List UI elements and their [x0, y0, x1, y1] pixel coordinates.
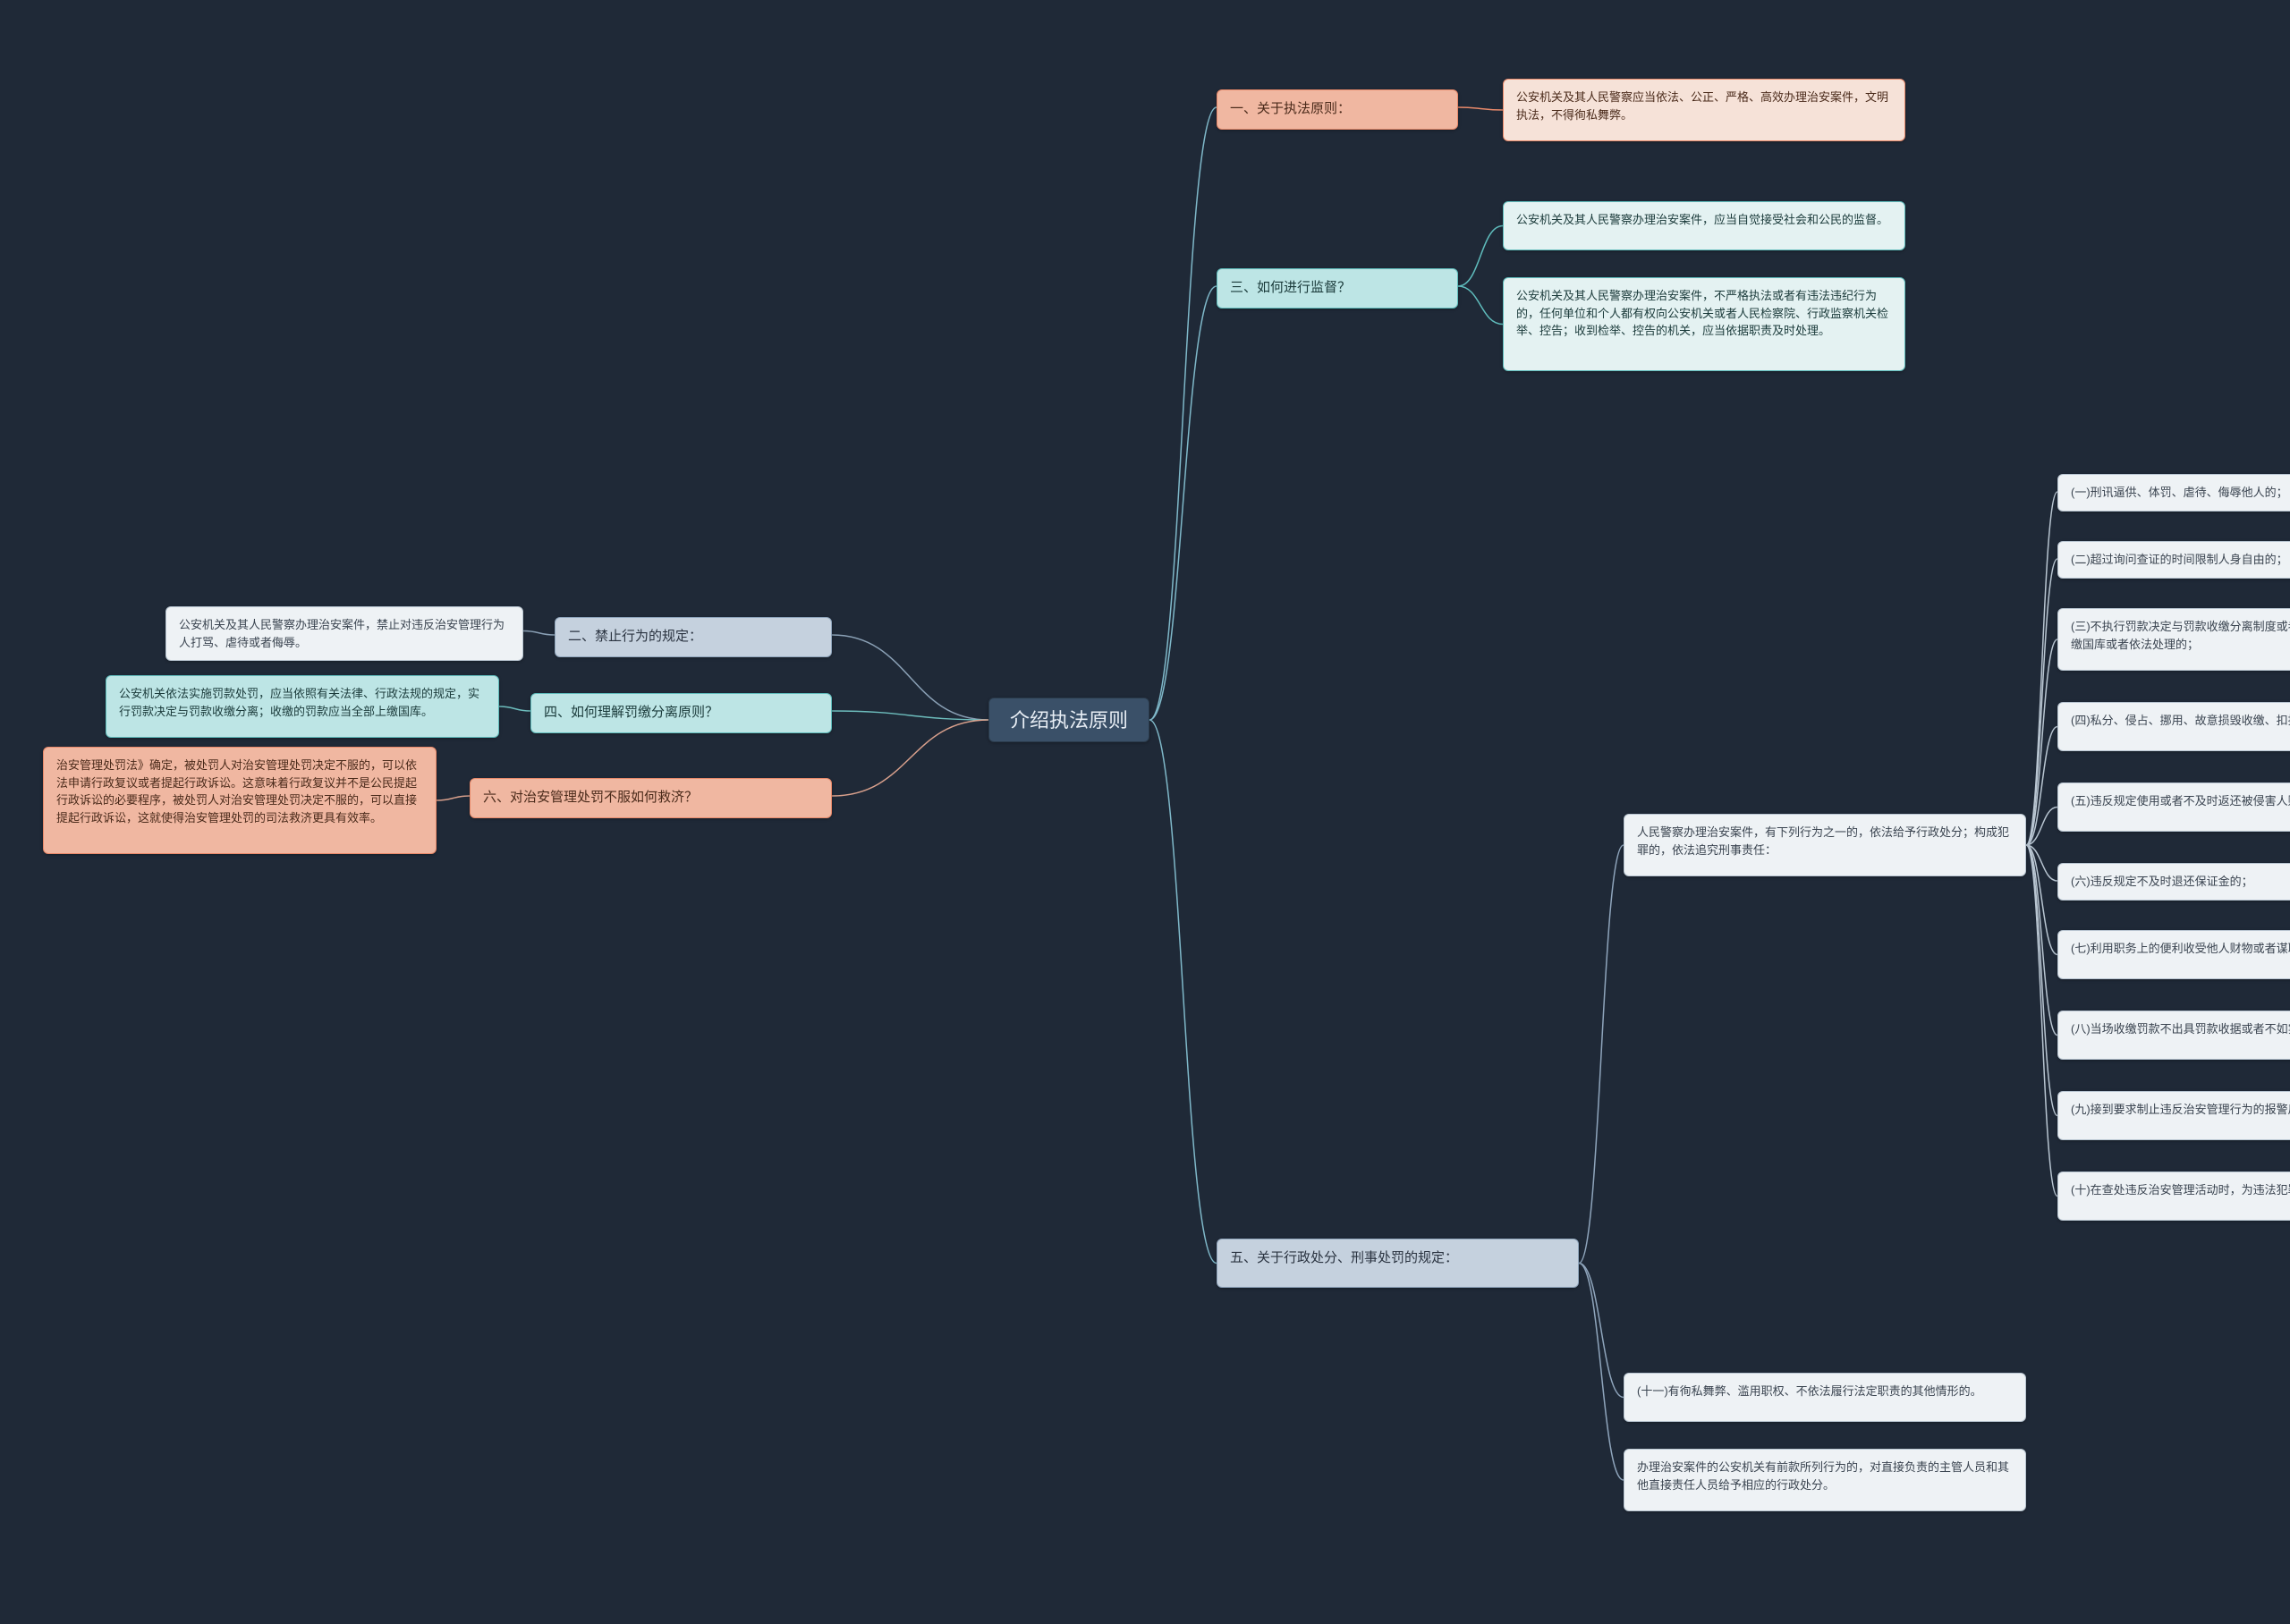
left-detail-0: 公安机关及其人民警察办理治安案件，禁止对违反治安管理行为人打骂、虐待或者侮辱。 — [165, 606, 523, 661]
left-title-1: 四、如何理解罚缴分离原则？ — [530, 693, 832, 733]
r5-child-2: 办理治安案件的公安机关有前款所列行为的，对直接负责的主管人员和其他直接责任人员给… — [1624, 1449, 2026, 1511]
r5-sub-3: (四)私分、侵占、挪用、故意损毁收缴、扣押的财物的； — [2057, 702, 2290, 751]
r5-sub-2: (三)不执行罚款决定与罚款收缴分离制度或者不按规定将罚没的财物上缴国库或者依法处… — [2057, 608, 2290, 671]
root-node: 介绍执法原则 — [988, 698, 1149, 742]
r5-sub-6: (七)利用职务上的便利收受他人财物或者谋取其他利益的； — [2057, 930, 2290, 979]
left-title-2: 六、对治安管理处罚不服如何救济？ — [470, 778, 832, 818]
r3-title: 三、如何进行监督？ — [1217, 268, 1458, 309]
r5-sub-1: (二)超过询问查证的时间限制人身自由的； — [2057, 541, 2290, 579]
r5-child-0: 人民警察办理治安案件，有下列行为之一的，依法给予行政处分；构成犯罪的，依法追究刑… — [1624, 814, 2026, 876]
r5-sub-5: (六)违反规定不及时退还保证金的； — [2057, 863, 2290, 901]
left-detail-2: 治安管理处罚法》确定，被处罚人对治安管理处罚决定不服的，可以依法申请行政复议或者… — [43, 747, 437, 854]
r5-sub-7: (八)当场收缴罚款不出具罚款收据或者不如实填写罚款数额的； — [2057, 1011, 2290, 1060]
r5-sub-4: (五)违反规定使用或者不及时返还被侵害人财物的； — [2057, 782, 2290, 832]
r5-title: 五、关于行政处分、刑事处罚的规定： — [1217, 1239, 1579, 1288]
r1-title: 一、关于执法原则： — [1217, 89, 1458, 130]
left-detail-1: 公安机关依法实施罚款处罚，应当依照有关法律、行政法规的规定，实行罚款决定与罚款收… — [106, 675, 499, 738]
r1-child-0: 公安机关及其人民警察应当依法、公正、严格、高效办理治安案件，文明执法，不得徇私舞… — [1503, 79, 1905, 141]
r5-sub-8: (九)接到要求制止违反治安管理行为的报警后，不及时出警的； — [2057, 1091, 2290, 1140]
r5-sub-0: (一)刑讯逼供、体罚、虐待、侮辱他人的； — [2057, 474, 2290, 512]
left-title-0: 二、禁止行为的规定： — [555, 617, 832, 657]
r5-child-1: (十一)有徇私舞弊、滥用职权、不依法履行法定职责的其他情形的。 — [1624, 1373, 2026, 1422]
root-label: 介绍执法原则 — [1010, 706, 1128, 735]
r3-child-1: 公安机关及其人民警察办理治安案件，不严格执法或者有违法违纪行为的，任何单位和个人… — [1503, 277, 1905, 371]
r3-child-0: 公安机关及其人民警察办理治安案件，应当自觉接受社会和公民的监督。 — [1503, 201, 1905, 250]
r5-sub-9: (十)在查处违反治安管理活动时，为违法犯罪行为人通风报信的； — [2057, 1171, 2290, 1221]
